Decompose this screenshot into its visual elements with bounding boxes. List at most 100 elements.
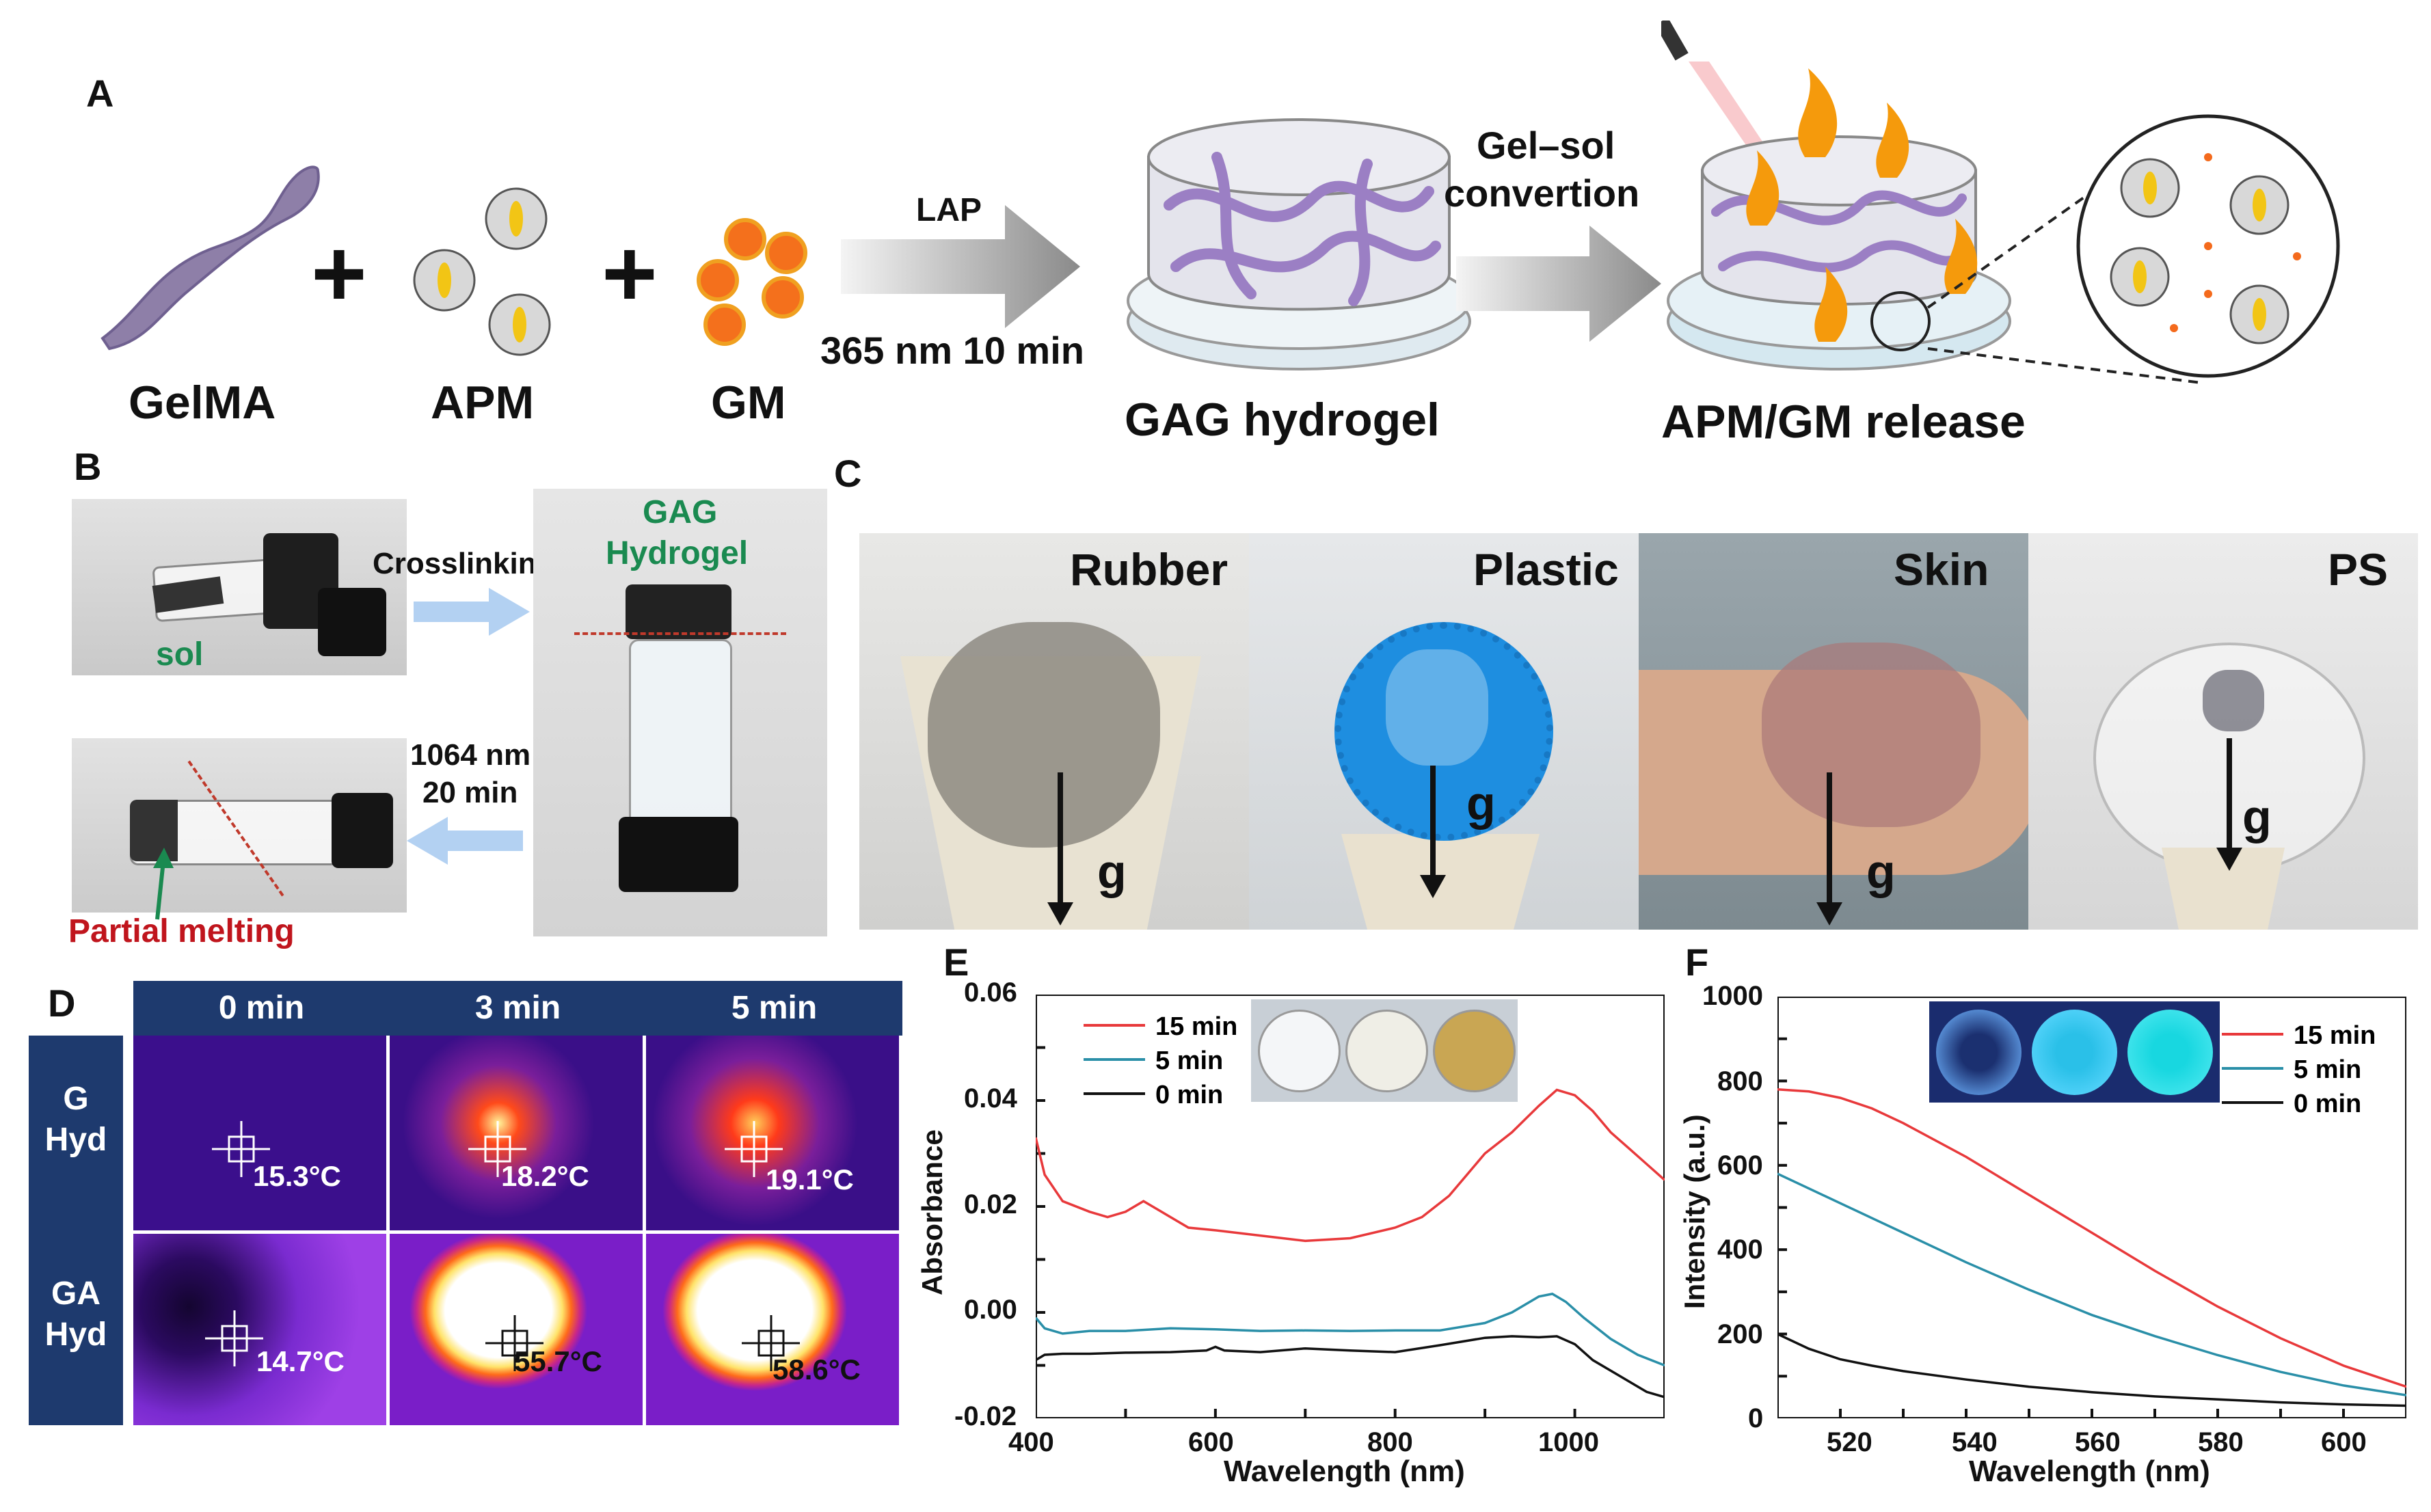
- plus-icon: +: [602, 219, 658, 327]
- panel-label-e: E: [943, 941, 969, 984]
- lap-arrow-icon: [841, 205, 1080, 328]
- panel-label-f: F: [1685, 941, 1709, 984]
- row-hyd-label: Hyd: [44, 1317, 107, 1353]
- chart-e-ytick: 0.02: [964, 1189, 1017, 1219]
- gag-label: GAG: [643, 494, 718, 530]
- sol-label: sol: [156, 636, 204, 673]
- lap-label: LAP: [916, 192, 982, 228]
- chart-f-xtick: 600: [2321, 1427, 2367, 1457]
- gm-label: GM: [711, 377, 786, 429]
- chart-e-ytick: 0.00: [964, 1295, 1017, 1325]
- plus-icon: +: [311, 219, 367, 327]
- rubber-label: Rubber: [1070, 544, 1228, 595]
- chart-f-inset-photo: [1929, 1001, 2220, 1103]
- chart-e-xtick: 1000: [1538, 1427, 1599, 1457]
- panel-label-a: A: [86, 72, 114, 115]
- apm-particles-illustration: [413, 187, 551, 356]
- sol-vial-photo: [72, 499, 407, 675]
- thermal-ga-5min: [646, 1234, 899, 1425]
- uv-condition-label: 365 nm 10 min: [820, 329, 1084, 372]
- thermal-g-3min: [390, 1036, 643, 1230]
- release-label: APM/GM release: [1661, 396, 2026, 448]
- series-line-0-min: [1777, 1333, 2406, 1407]
- chart-e-ytick: 0.04: [964, 1083, 1017, 1113]
- chart-f-ytick: 0: [1748, 1403, 1764, 1433]
- panel-label-d: D: [48, 982, 76, 1025]
- melting-arrow-icon: [407, 817, 523, 865]
- gel-sol-label: Gel–sol: [1477, 124, 1615, 167]
- gravity-label: g: [2242, 790, 2272, 843]
- chart-f-xtick: 560: [2075, 1427, 2121, 1457]
- temp-g-3min: 18.2°C: [501, 1160, 589, 1192]
- gravity-label: g: [1866, 845, 1896, 898]
- skin-adhesion-photo: [1639, 533, 2028, 930]
- panel-label-c: C: [834, 452, 862, 495]
- partial-melting-label: Partial melting: [68, 913, 295, 949]
- chart-f-xtick: 580: [2198, 1427, 2244, 1457]
- thermal-row-header: [29, 1036, 123, 1425]
- series-line-5-min: [1036, 1293, 1665, 1367]
- header-3-min: 3 min: [474, 990, 561, 1026]
- legend-label: 15 min: [2294, 1021, 2376, 1050]
- thermal-g-0min: [133, 1036, 386, 1230]
- gel-sol-arrow-icon: [1456, 226, 1661, 342]
- series-line-15-min: [1036, 1088, 1665, 1243]
- release-illustration: [1661, 21, 2011, 370]
- temp-ga-0min: 14.7°C: [256, 1345, 345, 1377]
- thermal-g-5min: [646, 1036, 899, 1230]
- ps-label: PS: [2328, 544, 2389, 595]
- hydrogel-label: Hydrogel: [606, 535, 749, 571]
- crosslinking-arrow-icon: [414, 588, 530, 636]
- thermal-header-bar: [133, 981, 902, 1036]
- gravity-label: g: [1097, 845, 1127, 898]
- chart-e-xlabel: Wavelength (nm): [1224, 1455, 1465, 1488]
- temp-g-0min: 15.3°C: [253, 1160, 341, 1192]
- chart-f-ytick: 200: [1717, 1319, 1763, 1349]
- chart-f-ytick: 800: [1717, 1066, 1763, 1096]
- gelma-chain-illustration: [100, 165, 320, 351]
- row-g-label: G: [63, 1081, 89, 1117]
- legend-label: 5 min: [1155, 1047, 1223, 1075]
- chart-f-xtick: 540: [1952, 1427, 1998, 1457]
- zoom-circle-illustration: [2076, 114, 2340, 378]
- chart-e-ytick: -0.02: [954, 1401, 1017, 1431]
- thermal-ga-0min: [133, 1234, 386, 1425]
- convertion-label: convertion: [1444, 172, 1640, 215]
- chart-e-xtick: 800: [1367, 1427, 1413, 1457]
- header-5-min: 5 min: [731, 990, 818, 1026]
- thermal-crosshairs: [205, 1121, 800, 1371]
- plastic-adhesion-photo: [1249, 533, 1639, 930]
- chart-f-ytick: 1000: [1702, 981, 1763, 1011]
- chart-f-ytick: 600: [1717, 1150, 1763, 1180]
- chart-e-inset-photo: [1251, 999, 1518, 1102]
- partial-melting-vial-photo: [72, 738, 407, 913]
- pointer-arrow-icon: [153, 848, 174, 920]
- chart-f-xtick: 520: [1827, 1427, 1872, 1457]
- gag-hydrogel-label: GAG hydrogel: [1125, 394, 1440, 446]
- series-line-0-min: [1036, 1335, 1665, 1399]
- chart-e-xtick: 400: [1008, 1427, 1054, 1457]
- ps-adhesion-photo: [2028, 533, 2418, 930]
- temp-ga-5min: 58.6°C: [773, 1353, 861, 1386]
- chart-e-plot-area: 15 min 5 min 0 min: [1036, 995, 1665, 1418]
- series-line-5-min: [1777, 1172, 2406, 1396]
- apm-label: APM: [431, 377, 535, 429]
- legend-label: 5 min: [2294, 1055, 2361, 1084]
- laser-wavelength-label: 1064 nm: [410, 738, 531, 772]
- legend-label: 0 min: [1155, 1081, 1223, 1109]
- chart-f-ylabel: Intensity (a.u.): [1678, 1114, 1710, 1309]
- gm-particles-illustration: [697, 218, 807, 346]
- chart-e-xtick: 600: [1188, 1427, 1234, 1457]
- header-0-min: 0 min: [218, 990, 305, 1026]
- gravity-label: g: [1466, 777, 1496, 830]
- temp-ga-3min: 55.7°C: [514, 1345, 602, 1377]
- chart-f-xlabel: Wavelength (nm): [1969, 1455, 2210, 1488]
- legend-label: 15 min: [1155, 1012, 1237, 1041]
- gag-hydrogel-illustration: [1127, 118, 1471, 370]
- chart-f-plot-area: 15 min 5 min 0 min: [1777, 997, 2406, 1418]
- crosslinking-label: Crosslinking: [373, 547, 555, 580]
- series-line-15-min: [1777, 1088, 2406, 1388]
- gelma-label: GelMA: [129, 377, 276, 429]
- row-hyd-label: Hyd: [44, 1122, 107, 1158]
- panel-label-b: B: [74, 445, 102, 488]
